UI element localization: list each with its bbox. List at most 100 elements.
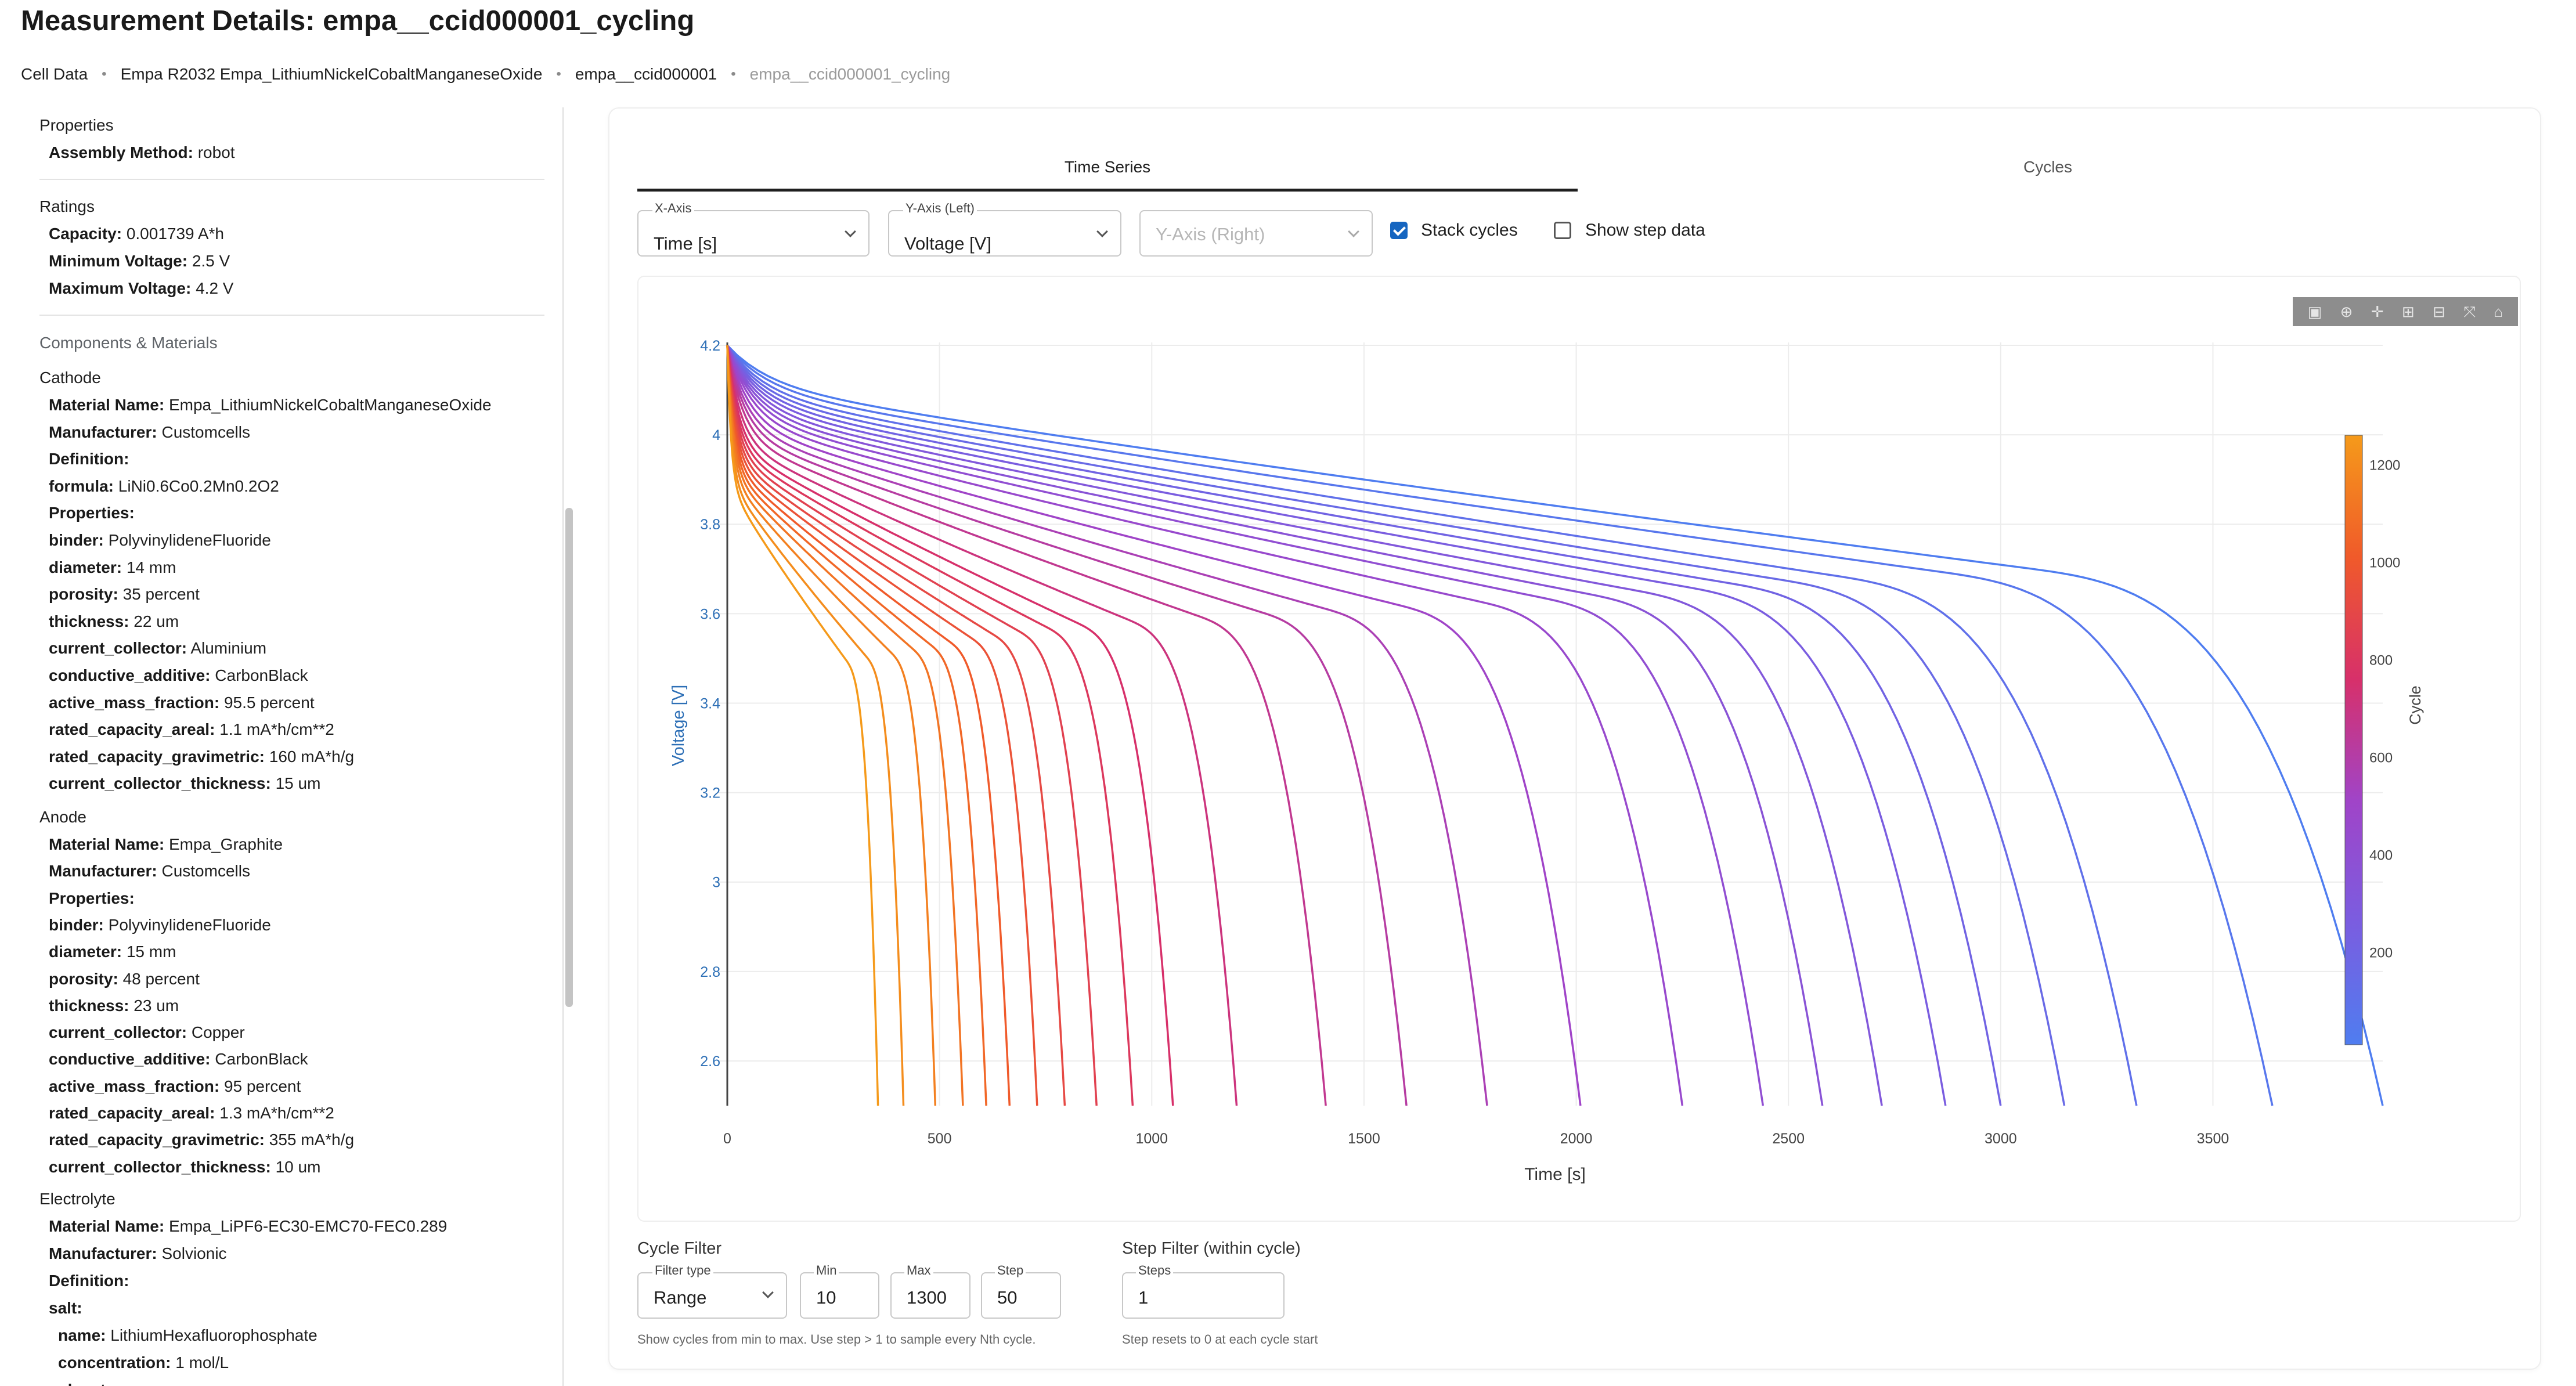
zoom-icon[interactable]: ⊕ <box>2340 303 2353 320</box>
y-axis-right-select[interactable]: Y-Axis (Right) <box>1139 210 1373 257</box>
cycle-curve <box>726 345 1098 1106</box>
camera-icon[interactable]: ▣ <box>2307 303 2322 320</box>
step-value: 50 <box>997 1287 1018 1308</box>
y-axis-left-value: Voltage [V] <box>904 233 991 254</box>
sidebar-scrollbar[interactable] <box>565 508 573 1007</box>
colorbar <box>2344 435 2363 1045</box>
y-tick-label: 3.4 <box>700 695 720 712</box>
pan-icon[interactable]: ✛ <box>2371 303 2384 320</box>
property-line: rated_capacity_gravimetric: 355 mA*h/g <box>49 1131 355 1149</box>
cycle-curve <box>726 345 937 1106</box>
colorbar-tick-label: 600 <box>2369 750 2393 766</box>
colorbar-tick-label: 1200 <box>2369 457 2400 473</box>
filter-type-select[interactable]: Range <box>637 1272 787 1319</box>
cycle-curve <box>726 345 964 1106</box>
property-line: Definition: <box>49 450 129 468</box>
min-cycle-value: 10 <box>816 1287 836 1308</box>
cycle-curve <box>726 345 1947 1106</box>
steps-input[interactable]: 1 <box>1122 1272 1285 1319</box>
cycle-curve <box>726 345 1134 1106</box>
x-axis-title: Time [s] <box>1524 1165 1586 1184</box>
cycle-curve <box>726 345 2002 1106</box>
cycle-curve <box>726 344 2384 1106</box>
max-cycle-value: 1300 <box>907 1287 947 1308</box>
tab-cycles[interactable]: Cycles <box>2023 157 2072 176</box>
property-line: binder: PolyvinylideneFluoride <box>49 915 271 934</box>
autoscale-icon[interactable]: ⤧ <box>2463 303 2476 320</box>
cycle-curve <box>726 345 1327 1106</box>
breadcrumb-cell-data[interactable]: Cell Data <box>21 65 88 83</box>
property-line: Properties: <box>49 889 135 907</box>
step-label: Step <box>995 1263 1026 1278</box>
breadcrumb-cell-id[interactable]: empa__ccid000001 <box>575 65 717 83</box>
x-tick-label: 0 <box>723 1131 731 1147</box>
property-line: porosity: 35 percent <box>49 585 200 604</box>
electrolyte-title: Electrolyte <box>39 1190 116 1208</box>
view-tabs: Time Series Cycles <box>637 142 2518 192</box>
sidebar-divider <box>562 107 564 1386</box>
min-cycle-input[interactable]: 10 <box>800 1272 879 1319</box>
breadcrumb-cell[interactable]: Empa R2032 Empa_LithiumNickelCobaltManga… <box>120 65 543 83</box>
property-line: Material Name: Empa_LithiumNickelCobaltM… <box>49 396 492 414</box>
stack-cycles-checkbox[interactable] <box>1390 222 1408 239</box>
x-axis-select[interactable]: Time [s] <box>637 210 870 257</box>
property-line: porosity: 48 percent <box>49 969 200 988</box>
colorbar-tick-label: 800 <box>2369 652 2393 668</box>
property-line: rated_capacity_gravimetric: 160 mA*h/g <box>49 747 355 766</box>
y-tick-label: 3.8 <box>700 517 720 533</box>
show-step-data-checkbox[interactable] <box>1554 222 1571 239</box>
y-tick-label: 4 <box>712 427 720 443</box>
x-tick-label: 2000 <box>1560 1131 1593 1147</box>
zoom-out-icon[interactable]: ⊟ <box>2433 303 2445 320</box>
measurement-panel <box>608 107 2541 1370</box>
x-tick-label: 1000 <box>1135 1131 1168 1147</box>
property-line: diameter: 15 mm <box>49 943 176 961</box>
cycle-curve <box>726 345 1038 1106</box>
properties-title: Properties <box>39 116 114 134</box>
rating-capacity: Capacity: 0.001739 A*h <box>49 225 224 243</box>
max-cycle-label: Max <box>904 1263 933 1278</box>
cycle-curve <box>726 345 1684 1106</box>
step-filter-help: Step resets to 0 at each cycle start <box>1122 1332 1318 1347</box>
property-line: solvents: <box>49 1381 120 1386</box>
ratings-title: Ratings <box>39 197 95 215</box>
show-step-data-label: Show step data <box>1585 221 1705 240</box>
property-line: rated_capacity_areal: 1.1 mA*h/cm**2 <box>49 720 334 739</box>
property-line: formula: LiNi0.6Co0.2Mn0.2O2 <box>49 477 279 495</box>
chevron-down-icon <box>845 226 856 237</box>
reset-axes-icon[interactable]: ⌂ <box>2494 303 2503 320</box>
property-line: current_collector_thickness: 10 um <box>49 1157 321 1176</box>
colorbar-tick-label: 1000 <box>2369 555 2400 571</box>
y-tick-label: 2.6 <box>700 1053 720 1070</box>
breadcrumb-current: empa__ccid000001_cycling <box>749 65 951 83</box>
y-axis-left-label: Y-Axis (Left) <box>903 201 977 216</box>
x-tick-label: 1500 <box>1348 1131 1380 1147</box>
property-line: Manufacturer: Customcells <box>49 423 250 441</box>
plot-modebar: ▣ ⊕ ✛ ⊞ ⊟ ⤧ ⌂ <box>2293 297 2518 326</box>
property-line: name: LithiumHexafluorophosphate <box>58 1326 318 1344</box>
y-axis-left-select[interactable]: Voltage [V] <box>888 210 1121 257</box>
zoom-in-icon[interactable]: ⊞ <box>2401 303 2415 320</box>
cycle-curve <box>726 345 1883 1106</box>
x-axis-label: X-Axis <box>652 201 694 216</box>
cycle-curve <box>726 345 2066 1106</box>
tab-time-series[interactable]: Time Series <box>1064 157 1151 176</box>
y-axis-title: Voltage [V] <box>669 685 688 766</box>
y-tick-label: 2.8 <box>700 964 720 980</box>
step-input[interactable]: 50 <box>981 1272 1061 1319</box>
y-tick-label: 3.6 <box>700 606 720 622</box>
cycle-curve <box>726 345 1765 1106</box>
breadcrumb-separator: • <box>556 66 561 82</box>
components-title: Components & Materials <box>39 334 218 352</box>
colorbar-title: Cycle <box>2407 685 2424 725</box>
property-line: salt: <box>49 1299 82 1317</box>
cycle-filter-help: Show cycles from min to max. Use step > … <box>637 1332 1036 1347</box>
breadcrumb-separator: • <box>731 66 736 82</box>
y-tick-label: 3.2 <box>700 785 720 802</box>
steps-value: 1 <box>1138 1287 1149 1308</box>
breadcrumb-separator: • <box>102 66 107 82</box>
property-line: concentration: 1 mol/L <box>58 1353 229 1371</box>
voltage-time-chart: 0 500 1000 1500 2000 2500 3000 3500 2.6 2.8 3 3.2 3.… <box>669 338 2424 1184</box>
max-cycle-input[interactable]: 1300 <box>890 1272 970 1319</box>
property-line: active_mass_fraction: 95 percent <box>49 1077 301 1095</box>
